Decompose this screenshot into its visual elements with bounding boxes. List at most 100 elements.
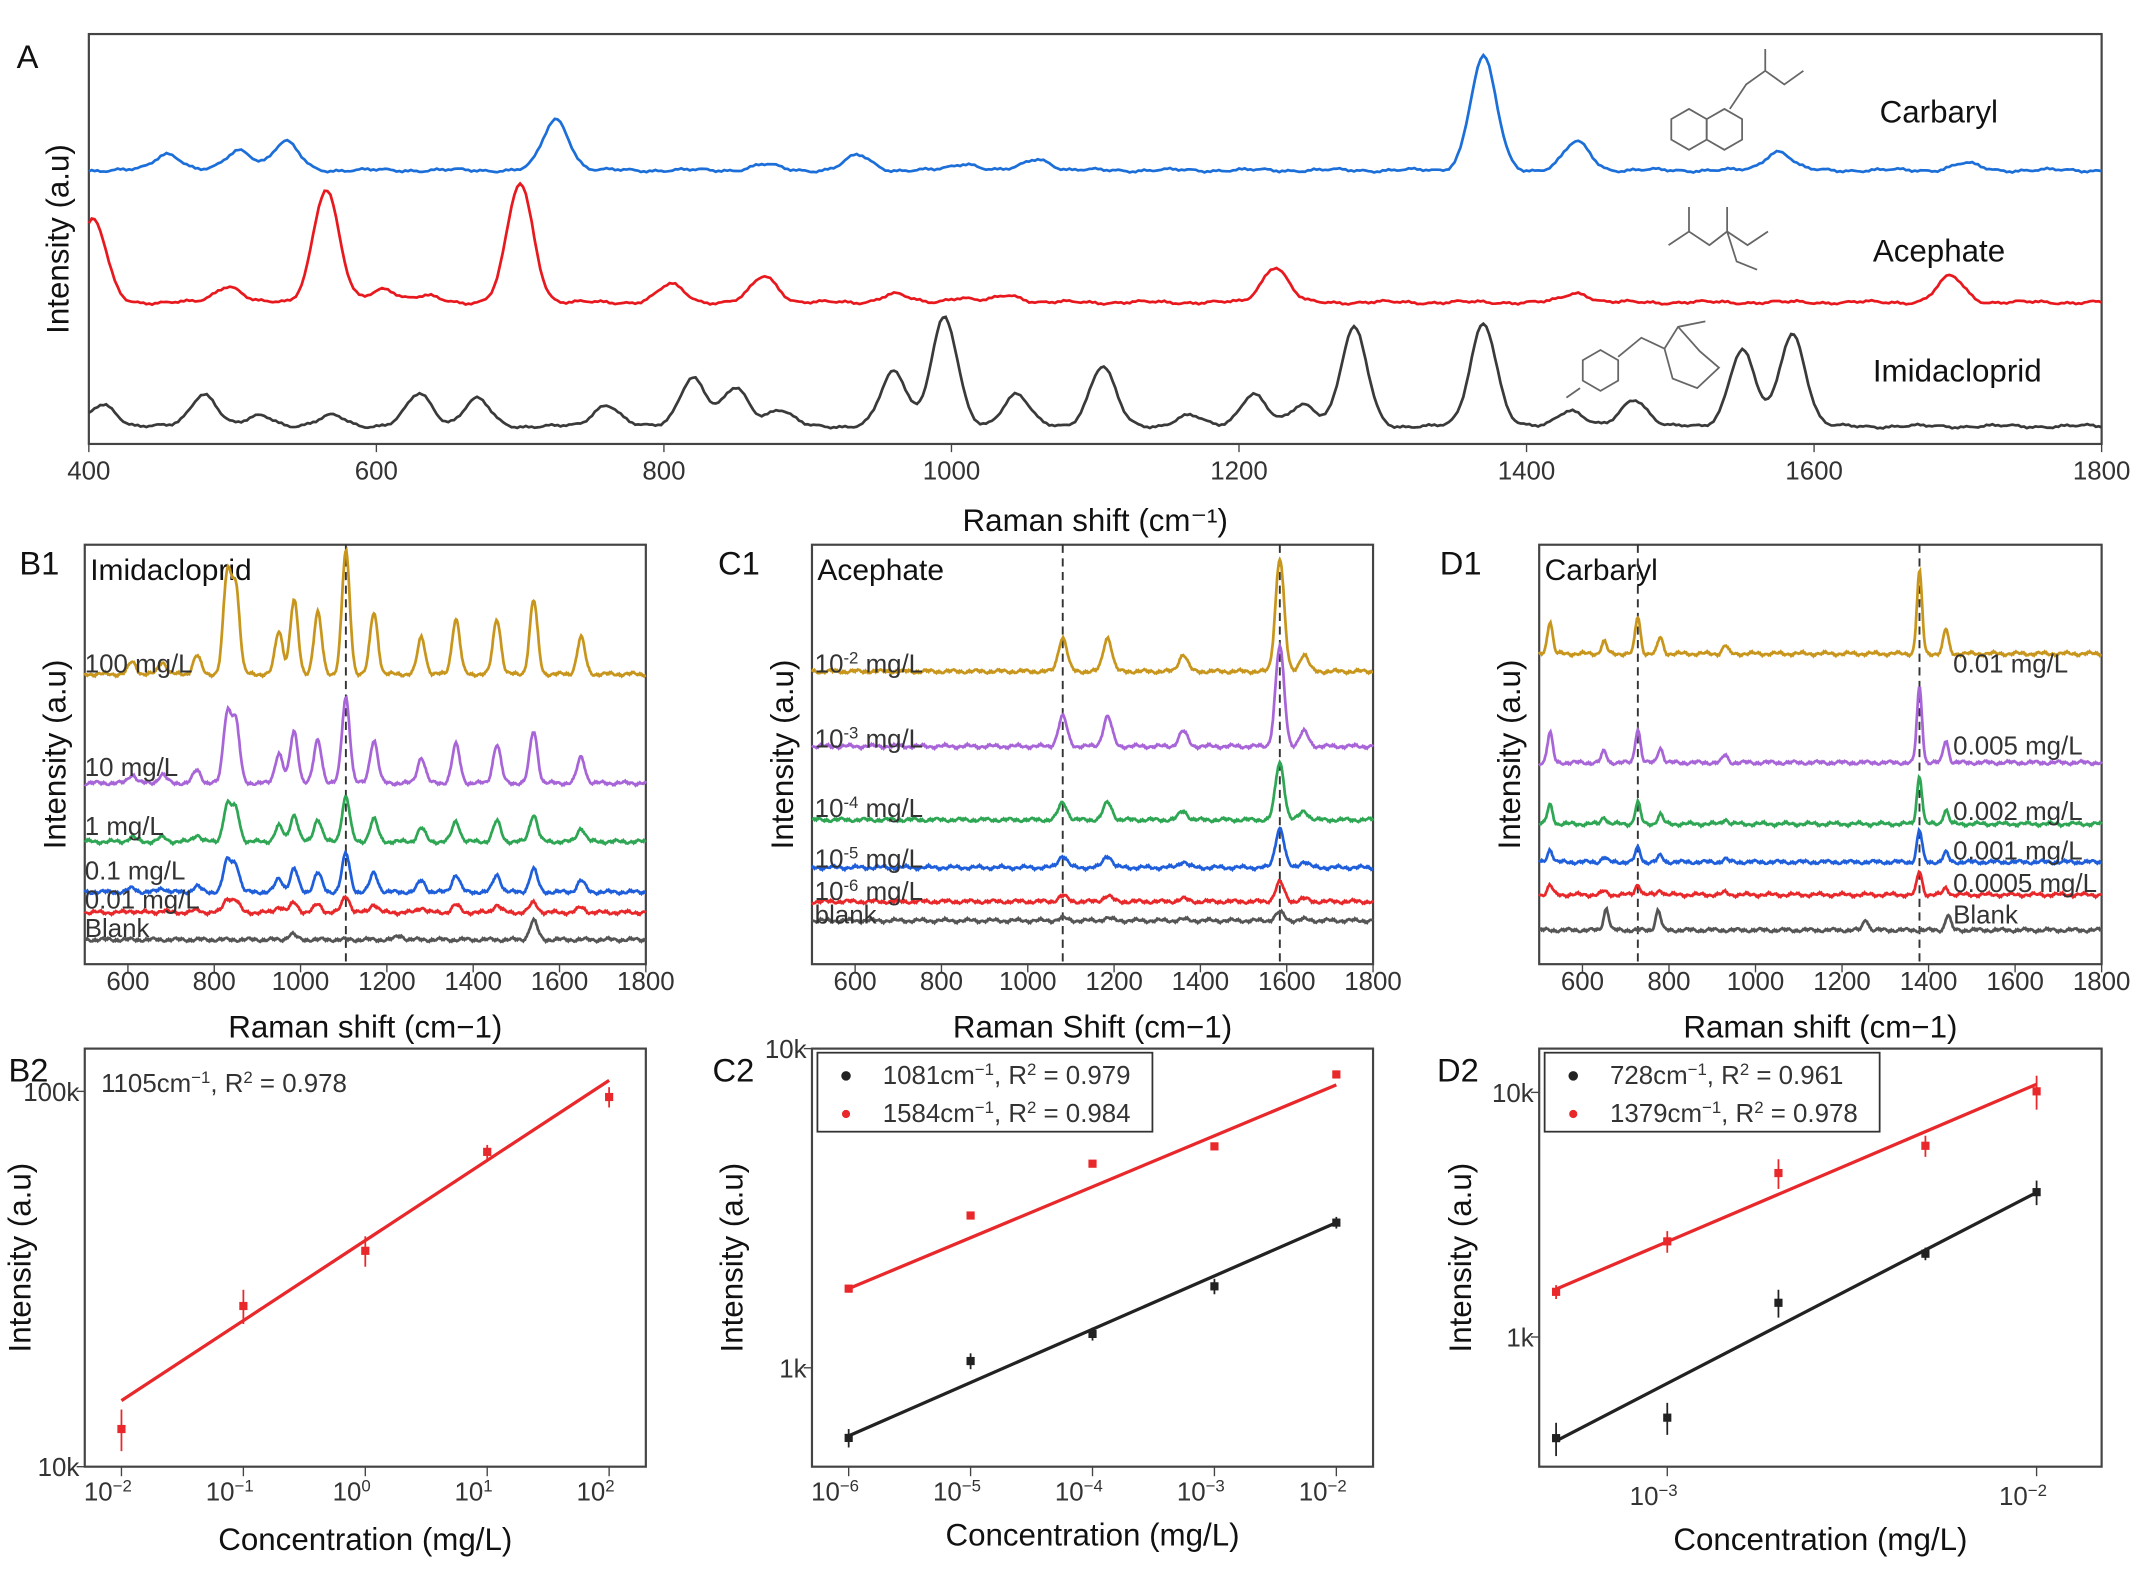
series-label-C1-part: blank <box>815 901 877 929</box>
spectrum-C1-0 <box>810 556 1374 676</box>
data-point <box>1663 1237 1672 1246</box>
x-tick-label-D1: 600 <box>1561 968 1604 996</box>
spectrum-A-1 <box>87 181 2103 307</box>
x-tick-label-D1: 800 <box>1647 968 1690 996</box>
panel-title-D1: Carbaryl <box>1545 554 1658 587</box>
legend-entry-D2-part: = 0.961 <box>1749 1062 1843 1090</box>
x-tick-label-C1: 1800 <box>1344 968 1402 996</box>
spectrum-D1-0 <box>1537 566 2102 659</box>
spectrum-D1-2 <box>1538 773 2103 829</box>
legend-entry-C2-part: = 0.979 <box>1036 1062 1130 1090</box>
x-tick-label-C2: 10−5 <box>933 1476 981 1507</box>
x-tick-label-B2-part: 1 <box>483 1476 492 1495</box>
series-label-B1: 1 mg/L <box>85 813 164 841</box>
legend-entry-D2-part: , R <box>1707 1062 1740 1090</box>
x-tick-label-D1: 1000 <box>1727 968 1785 996</box>
data-point <box>844 1284 853 1293</box>
x-axis-label-A: Raman shift (cm⁻¹) <box>963 503 1228 538</box>
x-tick-label-B2-part: 10 <box>576 1479 605 1507</box>
legend-entry-C2: 1584cm−1, R2 = 0.984 <box>883 1098 1131 1128</box>
legend-entry-C2-part: cm <box>940 1062 974 1090</box>
x-tick-label-D2-part: −3 <box>1658 1480 1677 1499</box>
x-tick-label-D2-part: −2 <box>2028 1480 2047 1499</box>
x-tick-label-C1: 1400 <box>1172 968 1230 996</box>
spectrum-B1-1 <box>83 694 648 788</box>
plot-frame-B1 <box>83 543 647 966</box>
x-axis-label-B1: Raman shift (cm−1) <box>228 1010 502 1045</box>
x-tick-label-D1: 1200 <box>1813 968 1871 996</box>
x-tick-label-D2: 10−3 <box>1630 1480 1678 1510</box>
series-label-D1: 0.002 mg/L <box>1953 798 2082 826</box>
spectrum-D1-1 <box>1538 686 2103 767</box>
x-tick-label-C2-part: 10 <box>1177 1479 1206 1507</box>
panel-label-C2: C2 <box>713 1051 755 1088</box>
spectrum-C1-2 <box>811 758 1375 825</box>
data-point <box>361 1246 370 1255</box>
panel-label-B1: B1 <box>19 545 59 582</box>
x-tick-label-B2-part: 10 <box>206 1479 235 1507</box>
x-tick-label-D2-part: 10 <box>1630 1483 1659 1511</box>
series-label-C1-part: mg/L <box>858 795 923 823</box>
legend-box-C2 <box>816 1051 1154 1133</box>
x-tick-label-C2-part: −4 <box>1084 1476 1103 1495</box>
x-axis-label-C2: Concentration (mg/L) <box>945 1518 1239 1553</box>
x-tick-label-B2: 101 <box>455 1476 493 1507</box>
fit-annotation-B2: 1105cm−1, R2 = 0.978 <box>101 1068 347 1099</box>
spectrum-D1-4 <box>1538 869 2103 900</box>
y-tick-label-C2: 10k <box>765 1036 807 1064</box>
x-tick-label-D1: 1400 <box>1900 968 1958 996</box>
fit-line-D2-0 <box>1555 1190 2038 1443</box>
series-label-C1-part: mg/L <box>858 726 923 754</box>
legend-marker <box>841 1071 851 1081</box>
series-label-C1-part: -4 <box>843 793 858 812</box>
legend-entry-D2-part: 2 <box>1754 1098 1763 1117</box>
x-tick-label-C2-part: −6 <box>840 1476 859 1495</box>
series-label-C1: 10-6 mg/L <box>815 876 923 907</box>
x-tick-label-C1: 1000 <box>999 968 1057 996</box>
legend-marker <box>1569 1109 1578 1119</box>
data-point <box>239 1301 248 1311</box>
series-label-B1: 10 mg/L <box>85 754 178 782</box>
plot-frame-C1 <box>810 543 1375 966</box>
data-point <box>844 1433 853 1443</box>
y-tick-label-B2: 10k <box>38 1454 80 1482</box>
y-axis-label-A: Intensity (a.u) <box>40 144 75 334</box>
panel-label-D1: D1 <box>1440 545 1482 582</box>
x-tick-label-C2-part: −2 <box>1328 1476 1347 1495</box>
series-label-D1: 0.01 mg/L <box>1953 651 2068 679</box>
data-point <box>1552 1287 1561 1296</box>
x-tick-label-C2-part: 10 <box>1299 1479 1328 1507</box>
series-label-C1-part: -6 <box>843 876 858 895</box>
legend-entry-C2-part: , R <box>994 1100 1027 1128</box>
plot-frame-A <box>87 32 2103 446</box>
y-axis-label-C2: Intensity (a.u) <box>715 1163 750 1353</box>
y-axis-label-C1: Intensity (a.u) <box>765 660 800 850</box>
legend-entry-D2-part: 2 <box>1740 1060 1749 1079</box>
data-point <box>1088 1329 1097 1338</box>
legend-entry-C2-part: −1 <box>975 1098 994 1117</box>
legend-entry-C2-part: 1584 <box>883 1100 941 1128</box>
legend-marker <box>1568 1071 1579 1081</box>
legend-entry-C2: 1081cm−1, R2 = 0.979 <box>883 1060 1131 1090</box>
fit-annotation-B2-part: = 0.978 <box>253 1070 347 1098</box>
x-tick-label-A: 400 <box>67 457 110 485</box>
fit-line-D2-1 <box>1555 1082 2038 1291</box>
x-tick-label-C1: 800 <box>920 968 963 996</box>
plot-frame-D2 <box>1538 1047 2103 1468</box>
fit-annotation-B2-part: −1 <box>191 1068 210 1087</box>
x-tick-label-B2-part: −1 <box>235 1476 254 1495</box>
series-label-C1-part: mg/L <box>858 878 923 906</box>
x-tick-label-A: 1800 <box>2073 457 2131 485</box>
legend-entry-D2-part: , R <box>1721 1100 1754 1128</box>
series-label-C1-part: 10 <box>815 795 844 823</box>
x-tick-label-B1: 1800 <box>617 968 675 996</box>
spectrum-D1-blank <box>1538 905 2103 935</box>
spectrum-B1-3 <box>83 849 646 897</box>
y-tick-label-B2: 100k <box>23 1079 79 1107</box>
spectrum-A-0 <box>88 52 2102 175</box>
data-point <box>605 1092 614 1102</box>
panel-label-B2: B2 <box>8 1051 48 1088</box>
series-label-C1-part: 10 <box>815 878 844 906</box>
series-label-C1-part: -3 <box>843 723 858 742</box>
spectrum-B1-blank <box>83 916 646 945</box>
